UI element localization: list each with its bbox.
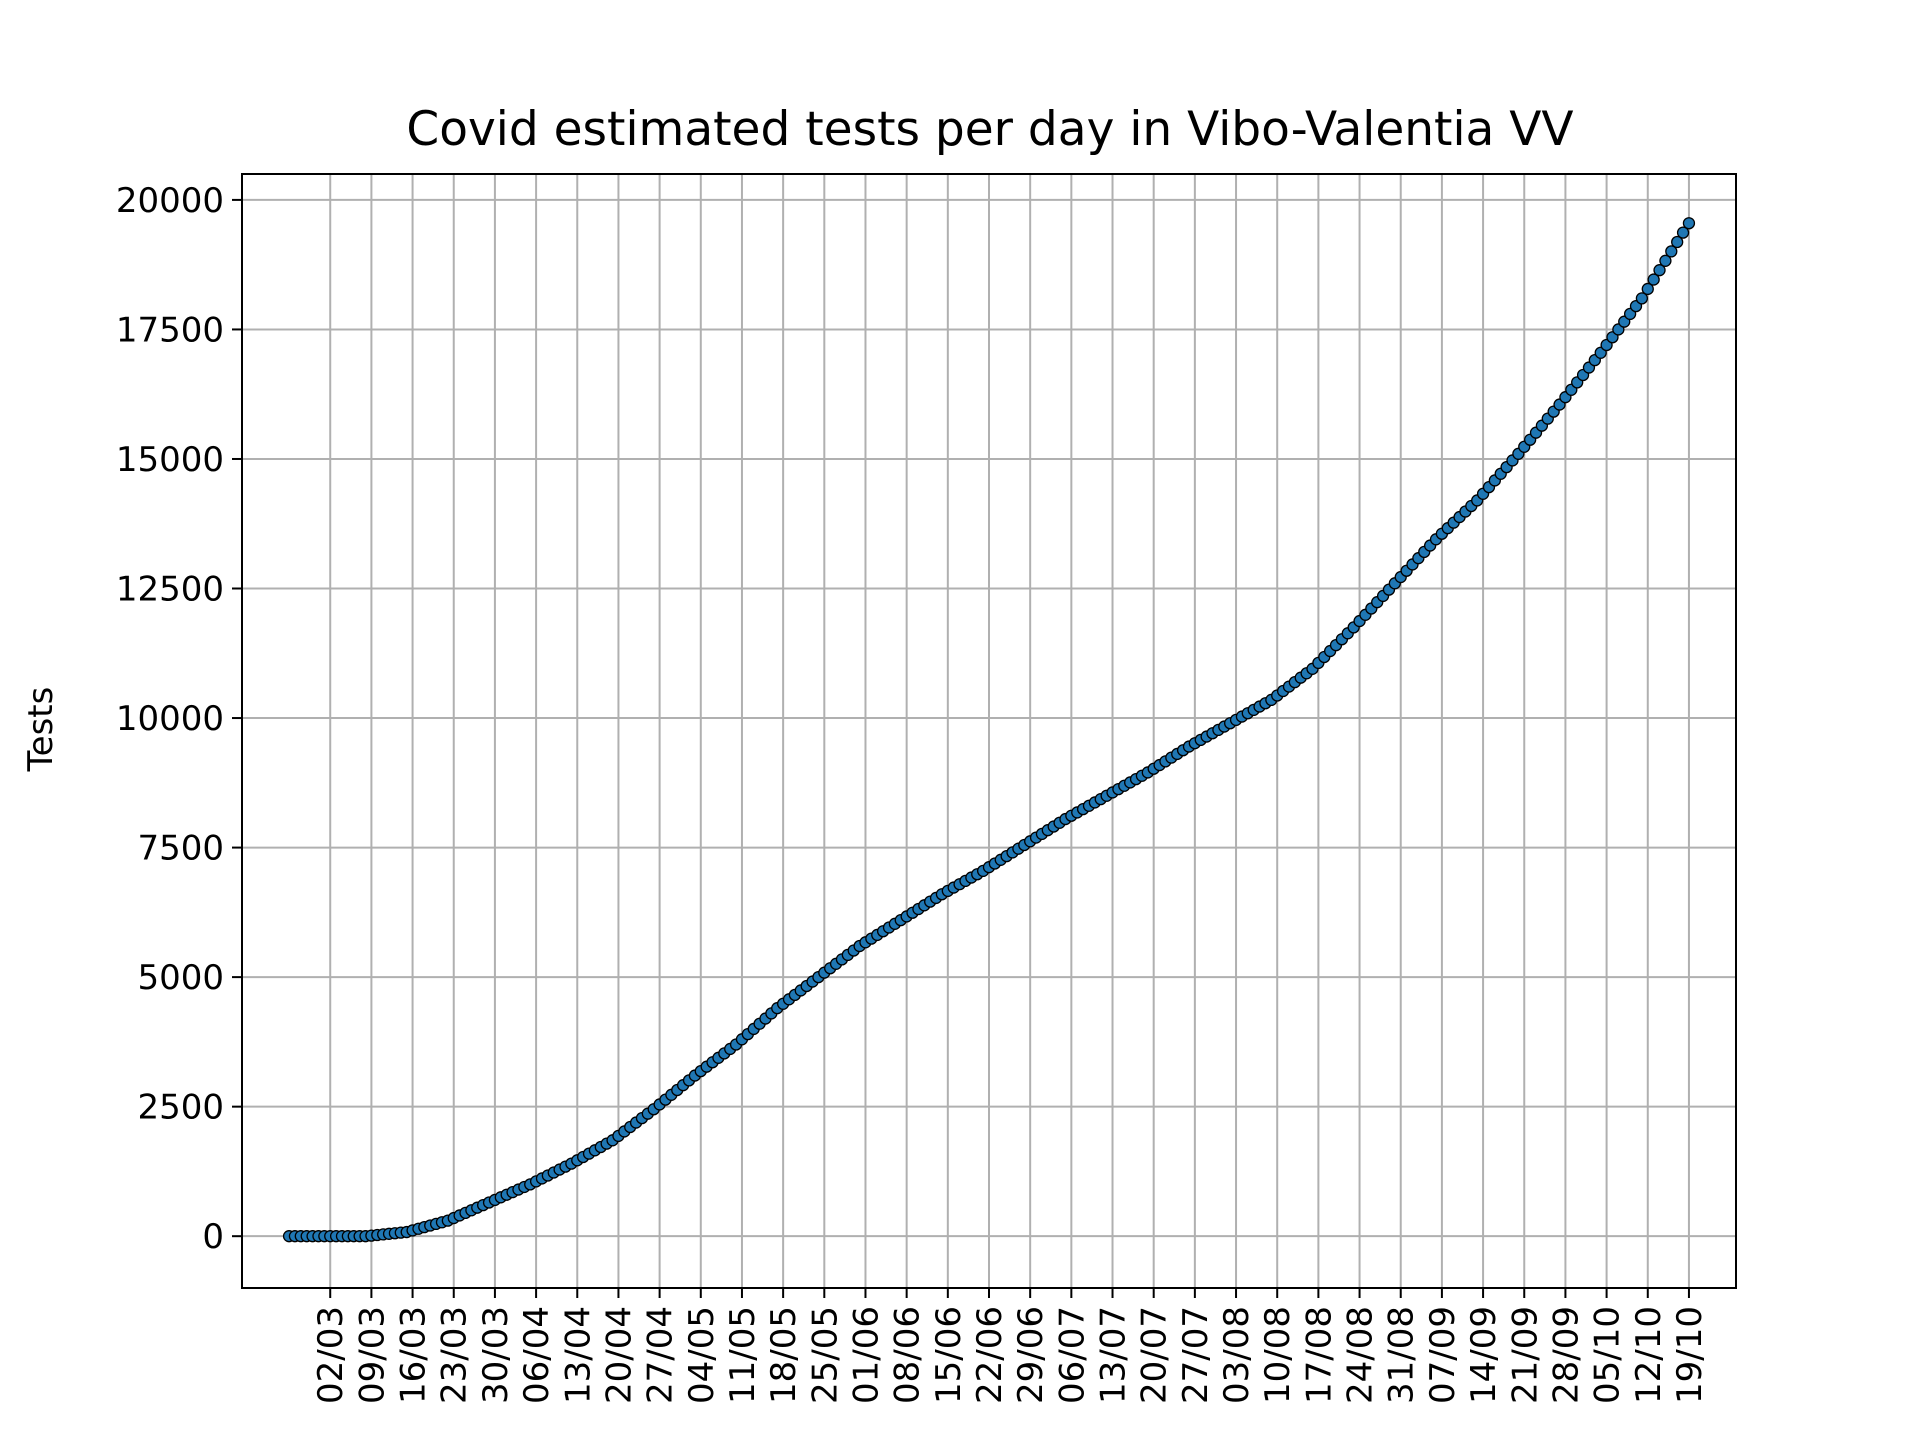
plot-area-frame	[241, 173, 1737, 1289]
axis-ticks: 0 2500 5000 7500 10000 12500 15000 17500 20000 02…	[116, 181, 1710, 1404]
y-axis-label: Tests	[21, 687, 61, 773]
x-tick-label: 02/03	[311, 1306, 351, 1404]
data-point	[1653, 264, 1666, 277]
x-tick-label: 06/04	[517, 1306, 557, 1404]
x-tick-label: 15/06	[929, 1306, 969, 1404]
x-tick-label: 20/04	[599, 1306, 639, 1404]
x-tick-label: 29/06	[1011, 1306, 1051, 1404]
x-tick-label: 05/10	[1588, 1306, 1628, 1404]
x-tick-label: 12/10	[1629, 1306, 1669, 1404]
x-tick-label: 04/05	[682, 1306, 722, 1404]
y-tick-label: 2500	[137, 1088, 224, 1128]
x-tick-label: 16/03	[394, 1306, 434, 1404]
y-tick-label: 20000	[116, 181, 224, 221]
x-tick-label: 13/04	[558, 1306, 598, 1404]
data-point	[1671, 235, 1684, 249]
y-tick-label: 10000	[116, 699, 224, 739]
data-point	[1676, 226, 1690, 239]
x-tick-label: 08/06	[888, 1306, 928, 1404]
data-point	[1641, 282, 1654, 296]
x-tick-label: 14/09	[1464, 1306, 1504, 1404]
data-series	[282, 217, 1696, 1243]
data-point	[1635, 292, 1649, 305]
x-tick-label: 24/08	[1341, 1306, 1381, 1404]
x-tick-label: 03/08	[1217, 1306, 1257, 1404]
x-tick-label: 18/05	[764, 1306, 804, 1404]
x-tick-label: 07/09	[1423, 1306, 1463, 1404]
x-tick-label: 27/04	[641, 1306, 681, 1404]
x-tick-label: 09/03	[352, 1306, 392, 1404]
y-tick-label: 5000	[137, 958, 224, 998]
y-tick-label: 12500	[116, 570, 224, 610]
y-tick-label: 0	[202, 1217, 224, 1257]
x-tick-label: 10/08	[1258, 1306, 1298, 1404]
data-point	[1665, 245, 1678, 258]
y-tick-label: 17500	[116, 310, 224, 350]
x-tick-label: 28/09	[1546, 1306, 1586, 1404]
data-point	[1659, 254, 1672, 267]
x-tick-label: 01/06	[846, 1306, 886, 1404]
y-tick-label: 7500	[137, 829, 224, 869]
x-tick-label: 30/03	[476, 1306, 516, 1404]
x-tick-label: 25/05	[805, 1306, 845, 1404]
x-tick-label: 31/08	[1382, 1306, 1422, 1404]
data-point	[1682, 217, 1696, 230]
grid-lines	[242, 174, 1736, 1288]
series-markers	[282, 217, 1696, 1243]
data-point	[1647, 273, 1660, 286]
x-tick-label: 19/10	[1670, 1306, 1710, 1404]
x-tick-label: 27/07	[1176, 1306, 1216, 1404]
x-tick-label: 17/08	[1299, 1306, 1339, 1404]
x-tick-label: 13/07	[1094, 1306, 1134, 1404]
x-tick-label: 23/03	[435, 1306, 475, 1404]
x-tick-label: 06/07	[1052, 1306, 1092, 1404]
x-tick-label: 20/07	[1135, 1306, 1175, 1404]
chart-title: Covid estimated tests per day in Vibo-Va…	[406, 102, 1573, 157]
x-tick-label: 22/06	[970, 1306, 1010, 1404]
x-tick-label: 21/09	[1505, 1306, 1545, 1404]
x-tick-label: 11/05	[723, 1306, 763, 1404]
y-tick-label: 15000	[116, 440, 224, 480]
